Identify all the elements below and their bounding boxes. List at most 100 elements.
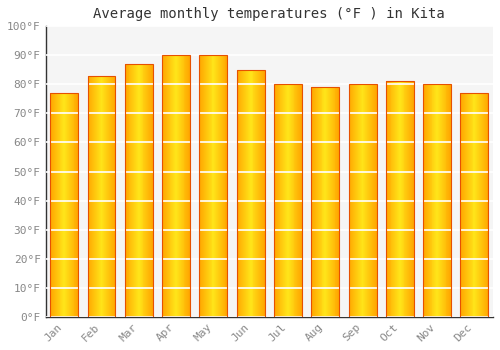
Bar: [206, 55, 207, 317]
Bar: [424, 84, 425, 317]
Bar: [292, 84, 294, 317]
Bar: [152, 64, 153, 317]
Bar: [202, 55, 203, 317]
Bar: [176, 55, 177, 317]
Bar: [442, 84, 444, 317]
Bar: [163, 55, 164, 317]
Bar: [314, 87, 315, 317]
Bar: [336, 87, 338, 317]
Bar: [276, 84, 277, 317]
Bar: [348, 84, 350, 317]
Bar: [275, 84, 276, 317]
Bar: [208, 55, 210, 317]
Bar: [146, 64, 147, 317]
Bar: [440, 84, 441, 317]
Bar: [318, 87, 320, 317]
Bar: [368, 84, 369, 317]
Bar: [484, 93, 486, 317]
Bar: [205, 55, 206, 317]
Bar: [436, 84, 437, 317]
Bar: [261, 70, 262, 317]
Bar: [387, 82, 388, 317]
Bar: [312, 87, 339, 317]
Bar: [316, 87, 317, 317]
Bar: [98, 76, 100, 317]
Bar: [242, 70, 243, 317]
Bar: [109, 76, 110, 317]
Bar: [481, 93, 482, 317]
Bar: [94, 76, 95, 317]
Bar: [312, 87, 313, 317]
Bar: [274, 84, 275, 317]
Bar: [151, 64, 152, 317]
Bar: [288, 84, 289, 317]
Bar: [69, 93, 70, 317]
Bar: [386, 82, 414, 317]
Bar: [467, 93, 468, 317]
Bar: [460, 93, 462, 317]
Bar: [148, 64, 149, 317]
Bar: [52, 93, 53, 317]
Bar: [327, 87, 328, 317]
Bar: [56, 93, 58, 317]
Bar: [466, 93, 467, 317]
Bar: [282, 84, 284, 317]
Bar: [222, 55, 224, 317]
Bar: [278, 84, 280, 317]
Bar: [134, 64, 135, 317]
Bar: [482, 93, 483, 317]
Bar: [210, 55, 212, 317]
Bar: [224, 55, 226, 317]
Bar: [398, 82, 399, 317]
Bar: [88, 76, 116, 317]
Bar: [90, 76, 91, 317]
Bar: [434, 84, 436, 317]
Bar: [106, 76, 107, 317]
Bar: [125, 64, 153, 317]
Bar: [257, 70, 258, 317]
Bar: [67, 93, 68, 317]
Bar: [200, 55, 228, 317]
Bar: [177, 55, 178, 317]
Bar: [243, 70, 244, 317]
Bar: [286, 84, 287, 317]
Bar: [256, 70, 257, 317]
Bar: [68, 93, 69, 317]
Bar: [107, 76, 108, 317]
Bar: [464, 93, 465, 317]
Bar: [359, 84, 360, 317]
Bar: [298, 84, 299, 317]
Bar: [406, 82, 408, 317]
Bar: [179, 55, 180, 317]
Bar: [369, 84, 370, 317]
Bar: [245, 70, 246, 317]
Bar: [355, 84, 356, 317]
Bar: [168, 55, 170, 317]
Bar: [100, 76, 102, 317]
Bar: [72, 93, 74, 317]
Bar: [480, 93, 481, 317]
Bar: [300, 84, 301, 317]
Bar: [203, 55, 204, 317]
Bar: [449, 84, 450, 317]
Bar: [350, 84, 352, 317]
Bar: [53, 93, 54, 317]
Bar: [372, 84, 373, 317]
Bar: [404, 82, 406, 317]
Bar: [201, 55, 202, 317]
Bar: [150, 64, 151, 317]
Bar: [162, 55, 163, 317]
Bar: [133, 64, 134, 317]
Bar: [328, 87, 329, 317]
Bar: [95, 76, 96, 317]
Bar: [66, 93, 67, 317]
Bar: [395, 82, 396, 317]
Bar: [165, 55, 166, 317]
Bar: [112, 76, 114, 317]
Bar: [167, 55, 168, 317]
Bar: [284, 84, 285, 317]
Bar: [437, 84, 438, 317]
Bar: [470, 93, 472, 317]
Bar: [218, 55, 219, 317]
Bar: [444, 84, 446, 317]
